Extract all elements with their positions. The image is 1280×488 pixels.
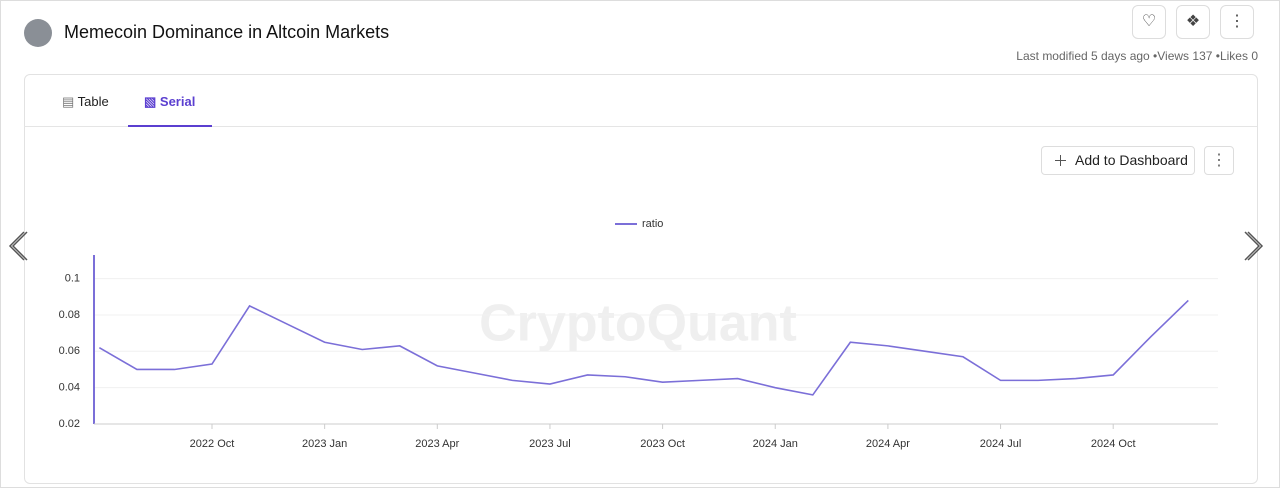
tab-serial[interactable]: ▧ Serial [144,94,196,109]
chart-menu[interactable]: ⋮ [1204,146,1234,175]
x-tick-label: 2022 Oct [190,438,235,450]
series-line [98,299,1189,396]
page-title: Memecoin Dominance in Altcoin Markets [64,22,390,42]
meta-item: Last modified 5 days ago [1016,49,1150,63]
legend-label: ratio [642,218,663,230]
x-tick-label: 2024 Apr [866,438,910,450]
y-tick-label: 0.1 [65,273,80,285]
y-tick-label: 0.08 [59,309,80,321]
avatar [24,19,52,47]
y-tick-label: 0.02 [59,418,80,430]
tab-divider [24,126,1257,127]
prev-arrow[interactable] [8,231,28,261]
meta-item: Views 137 [1150,49,1213,63]
x-tick-label: 2023 Apr [415,438,459,450]
x-tick-label: 2023 Oct [640,438,685,450]
like-button[interactable]: ♡ [1132,5,1166,39]
x-tick-label: 2023 Jan [302,438,347,450]
tab-table[interactable]: ▤ Table [62,94,109,109]
watermark: CryptoQuant [479,295,797,353]
y-tick-label: 0.04 [59,382,80,394]
x-tick-label: 2024 Jul [980,438,1022,450]
tab-indicator [128,125,212,127]
bookmark-button[interactable]: ❖ [1176,5,1210,39]
x-tick-label: 2024 Jan [753,438,798,450]
more-button[interactable]: ⋮ [1220,5,1254,39]
meta-item: Likes 0 [1212,49,1258,63]
next-arrow[interactable] [1244,231,1264,261]
meta: Last modified 5 days agoViews 137Likes 0 [1016,49,1258,63]
x-tick-label: 2024 Oct [1091,438,1136,450]
add-to-dashboard[interactable]: Add to Dashboard [1041,146,1195,175]
y-tick-label: 0.06 [59,345,80,357]
tab-label: Serial [159,94,196,109]
x-tick-label: 2023 Jul [529,438,571,450]
tab-label: Table [77,94,109,109]
